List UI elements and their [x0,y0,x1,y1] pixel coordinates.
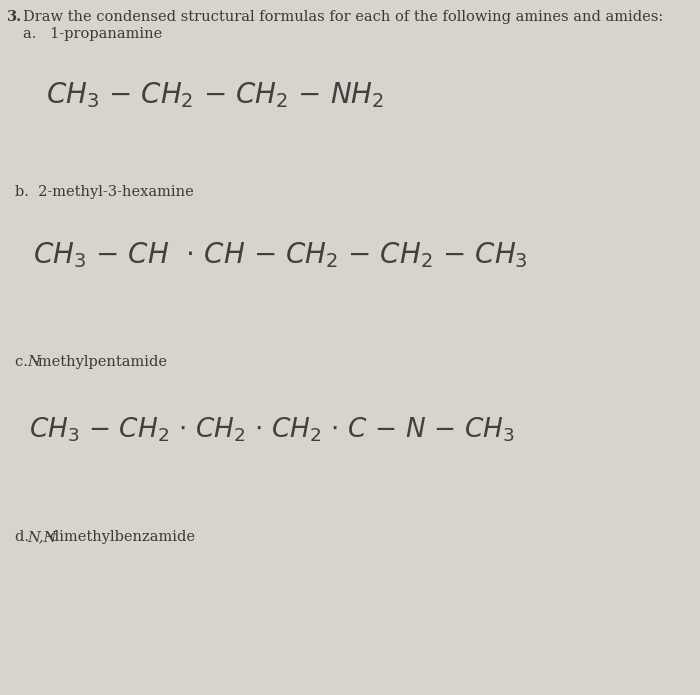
Text: $\it{CH_3}\ \mathsf{-}\ \it{CH_2}\ \mathsf{\cdot}\ \it{CH_2}\ \mathsf{\cdot}\ \i: $\it{CH_3}\ \mathsf{-}\ \it{CH_2}\ \math… [29,415,515,443]
Text: -methylpentamide: -methylpentamide [33,355,167,369]
Text: N,N: N,N [27,530,57,544]
Text: N: N [27,355,40,369]
Text: c.: c. [15,355,37,369]
Text: 3.: 3. [6,10,22,24]
Text: -dimethylbenzamide: -dimethylbenzamide [46,530,195,544]
Text: Draw the condensed structural formulas for each of the following amines and amid: Draw the condensed structural formulas f… [23,10,664,24]
Text: $\it{CH_3}\ \mathsf{-}\ \it{CH_2}\ \mathsf{-}\ \it{CH_2}\ \mathsf{-}\ \it{NH_2}$: $\it{CH_3}\ \mathsf{-}\ \it{CH_2}\ \math… [46,80,384,110]
Text: b.  2-methyl-3-hexamine: b. 2-methyl-3-hexamine [15,185,194,199]
Text: $\it{CH_3}\ \mathsf{-}\ \it{CH}\ \ \mathsf{\cdot}\ \it{CH}\ \mathsf{-}\ \it{CH_2: $\it{CH_3}\ \mathsf{-}\ \it{CH}\ \ \math… [33,240,528,270]
Text: a.   1-propanamine: a. 1-propanamine [23,27,162,41]
Text: d.: d. [15,530,38,544]
